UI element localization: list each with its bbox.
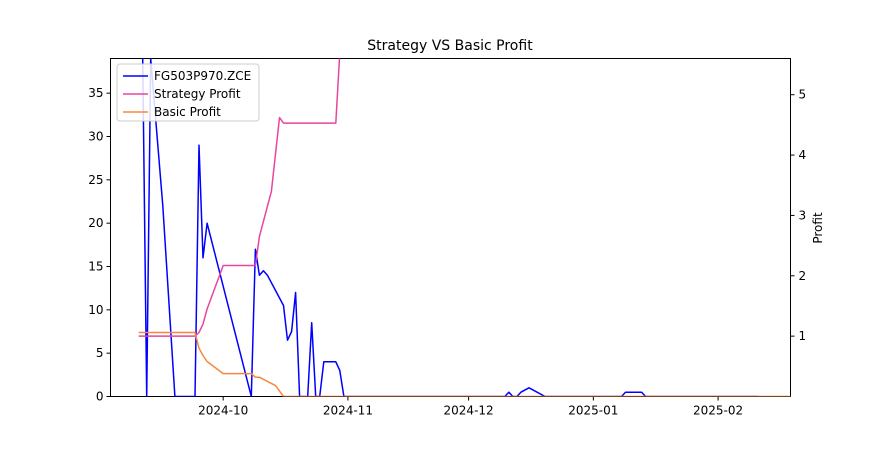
right-axis-title: Profit [811,212,825,244]
left-axis-tick-label: 0 [96,390,104,404]
right-axis-tick-label: 4 [799,148,807,162]
right-axis-tick-label: 3 [799,208,807,222]
left-axis-tick-label: 35 [88,86,103,100]
left-axis-tick-label: 20 [88,216,103,230]
x-axis-tick-label: 2024-10 [198,404,248,418]
x-axis-tick-label: 2025-01 [568,404,618,418]
left-axis-tick-label: 5 [96,346,104,360]
series-line-basic-profit [138,331,791,397]
legend-label-strategy: Strategy Profit [154,87,241,101]
chart-title: Strategy VS Basic Profit [367,38,533,54]
right-axis-tick-label: 5 [799,88,807,102]
x-axis-tick-label: 2024-11 [323,404,373,418]
left-axis-tick-label: 30 [88,130,103,144]
legend-label-underlying: FG503P970.ZCE [154,69,251,83]
series-line-underlying [141,58,759,397]
chart-marks: 0 5 10 15 20 25 30 35 1 2 3 4 5 2024-10 2024-11 2024-12… [88,58,807,418]
series-line-strategy-profit [138,58,341,337]
legend-box [116,63,260,122]
x-axis-tick-label: 2025-02 [693,404,743,418]
left-axis-tick-label: 10 [88,303,103,317]
left-axis-tick-label: 25 [88,173,103,187]
legend-label-basic: Basic Profit [154,105,221,119]
chart-legend: FG503P970.ZCE Strategy Profit Basic Prof… [116,63,260,122]
x-axis-tick-label: 2024-12 [444,404,494,418]
left-axis-tick-label: 15 [88,260,103,274]
right-axis-tick-label: 2 [799,269,807,283]
right-axis-tick-label: 1 [799,329,807,343]
